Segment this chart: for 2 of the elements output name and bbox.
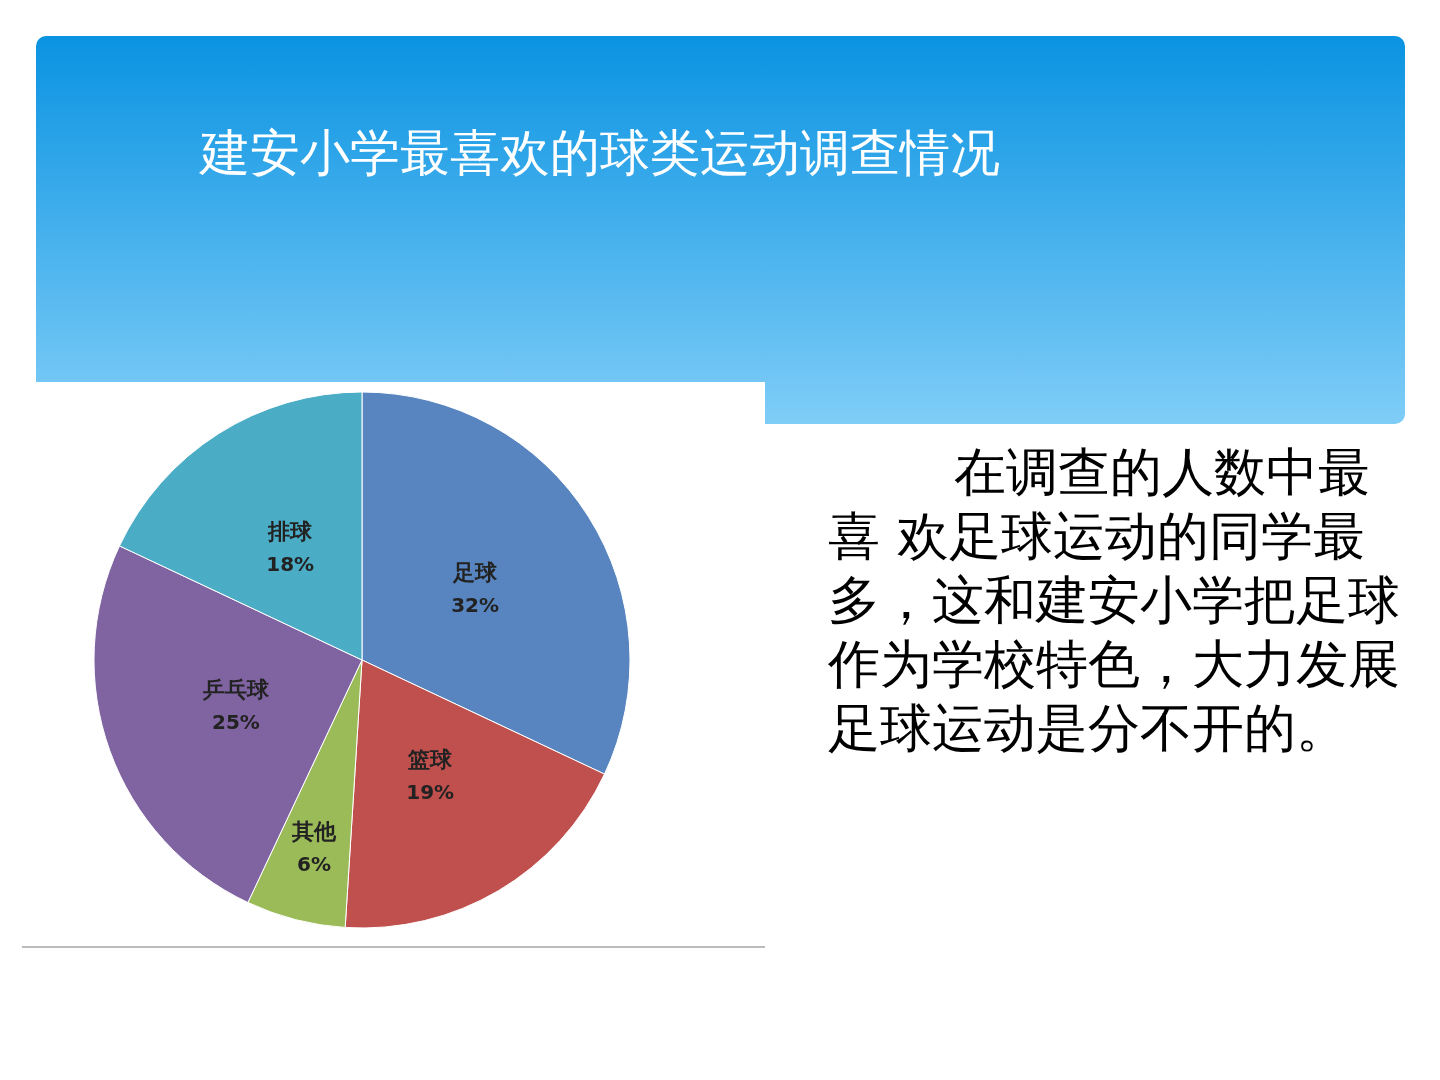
chart-title: 建安小学最喜欢的球类运动调查情况 [200,123,1000,184]
text: 在调查的人数中最喜 欢足球运动的同学最多，这和建安小学把足球作为学校特色，大力发展足球运动是分不开的。 [828,441,1401,760]
